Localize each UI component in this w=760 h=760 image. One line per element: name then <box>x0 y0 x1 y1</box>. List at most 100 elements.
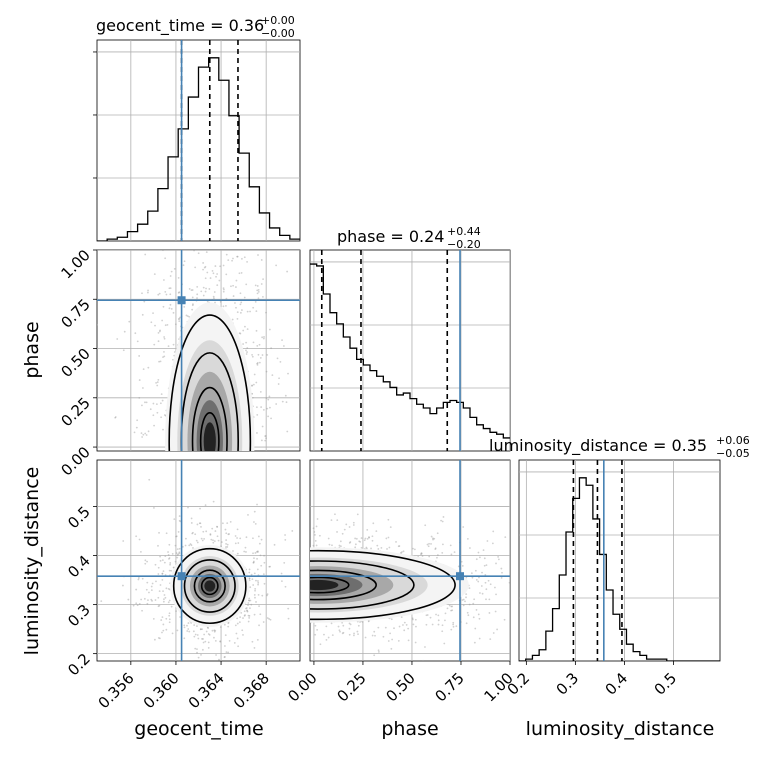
sample-point <box>462 604 465 607</box>
sample-point <box>141 577 144 580</box>
sample-point <box>203 633 206 636</box>
sample-point <box>175 535 177 538</box>
sample-point <box>260 564 263 567</box>
sample-point <box>479 592 481 594</box>
sample-point <box>261 594 264 597</box>
sample-point <box>313 531 316 533</box>
sample-point <box>270 347 273 350</box>
sample-point <box>486 540 489 542</box>
sample-point <box>452 623 455 626</box>
tick-label-x: 0.75 <box>431 669 467 705</box>
sample-point <box>472 602 475 605</box>
sample-point <box>252 561 255 564</box>
sample-point <box>192 531 194 534</box>
sample-point <box>349 541 352 543</box>
sample-point <box>390 618 393 621</box>
sample-point <box>257 353 260 356</box>
sample-point <box>253 510 256 513</box>
sample-point <box>354 546 357 549</box>
sample-point <box>167 587 170 590</box>
sample-point <box>137 578 140 581</box>
sample-point <box>485 588 488 591</box>
sample-point <box>336 519 339 522</box>
sample-point <box>176 554 179 556</box>
sample-point <box>222 305 225 308</box>
sample-point <box>168 543 171 546</box>
contour-line <box>183 559 236 613</box>
sample-point <box>191 308 194 311</box>
sample-point <box>434 548 437 551</box>
tick-label-y: 0.00 <box>57 443 93 479</box>
sample-point <box>172 566 175 569</box>
sample-point <box>229 243 231 245</box>
tick-label-x: 0.4 <box>602 669 632 699</box>
sample-point <box>342 624 345 627</box>
sample-point <box>239 292 242 295</box>
sample-point <box>268 328 271 331</box>
sample-point <box>229 520 232 523</box>
sample-point <box>512 641 514 643</box>
sample-point <box>503 618 506 621</box>
sample-point <box>157 331 160 334</box>
sample-point <box>173 351 176 353</box>
panel-phase-hist: phase = 0.24 +0.44 −0.20 <box>309 225 511 452</box>
sample-point <box>134 332 137 335</box>
sample-point <box>211 527 214 530</box>
tick-label-y: 0.5 <box>64 503 94 533</box>
sample-point <box>145 434 148 436</box>
sample-point <box>194 533 197 536</box>
sample-point <box>284 585 287 588</box>
sample-point <box>225 253 228 256</box>
density-fill <box>310 579 339 591</box>
contour-line <box>310 549 456 621</box>
sample-point <box>202 286 205 289</box>
sample-point <box>341 632 344 635</box>
sample-point <box>256 503 258 506</box>
sample-point <box>352 524 355 526</box>
sample-point <box>470 572 473 575</box>
sample-point <box>122 584 124 587</box>
sample-point <box>236 622 239 625</box>
sample-point <box>268 663 270 665</box>
sample-point <box>465 596 467 599</box>
sample-point <box>254 596 256 599</box>
sample-point <box>194 633 197 636</box>
sample-point <box>319 643 322 646</box>
sample-point <box>197 252 200 255</box>
sample-point <box>236 317 239 320</box>
sample-point <box>163 336 166 338</box>
gridlines <box>97 460 300 661</box>
sample-point <box>164 324 167 327</box>
sample-point <box>217 539 220 542</box>
sample-point <box>232 295 235 297</box>
sample-point <box>366 537 369 540</box>
sample-point <box>212 541 215 544</box>
sample-point <box>236 637 239 640</box>
sample-point <box>377 626 380 629</box>
sample-point <box>245 341 248 344</box>
sample-point <box>205 251 208 254</box>
sample-point <box>248 617 251 619</box>
sample-point <box>348 622 351 625</box>
sample-point <box>232 257 234 260</box>
sample-point <box>204 265 207 268</box>
sample-point <box>202 268 204 271</box>
sample-point <box>153 424 155 427</box>
sample-point <box>200 290 203 293</box>
sample-point <box>481 571 483 574</box>
sample-point <box>224 645 226 647</box>
sample-point <box>254 552 257 554</box>
sample-point <box>216 273 219 275</box>
sample-point <box>153 343 156 346</box>
sample-point <box>244 325 246 328</box>
sample-point <box>213 291 216 293</box>
sample-point <box>224 634 227 637</box>
panel-frame <box>309 249 511 452</box>
sample-point <box>207 641 210 644</box>
sample-point <box>232 550 234 552</box>
sample-point <box>312 527 315 530</box>
sample-point <box>168 612 171 615</box>
sample-point <box>452 621 455 624</box>
sample-point <box>395 541 397 543</box>
sample-point <box>495 562 497 565</box>
